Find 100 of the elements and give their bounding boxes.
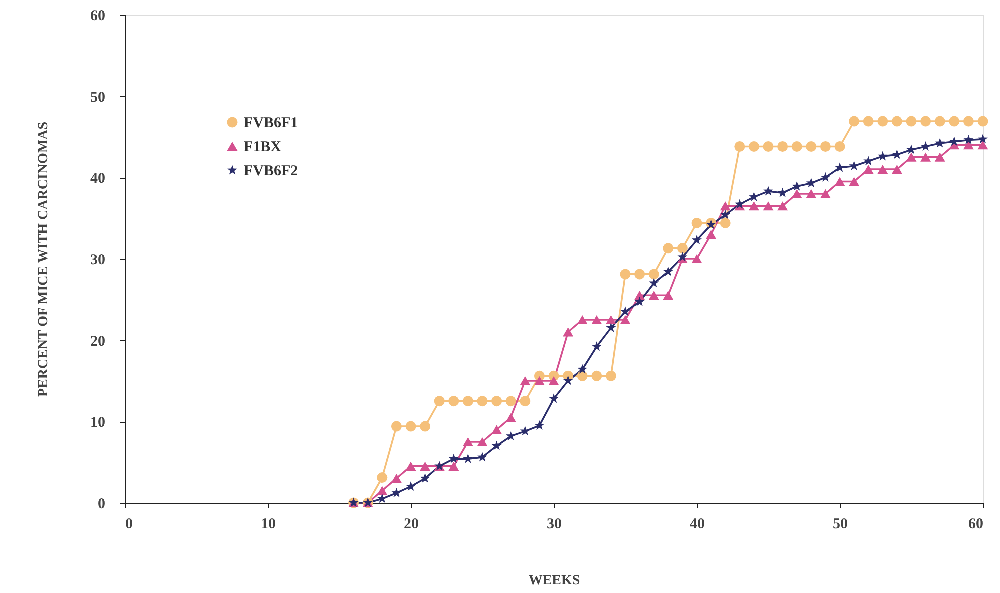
point bbox=[778, 188, 788, 198]
point bbox=[549, 394, 559, 404]
point bbox=[663, 291, 674, 300]
point bbox=[492, 440, 502, 450]
point bbox=[778, 202, 788, 211]
point bbox=[420, 462, 431, 471]
point bbox=[806, 142, 817, 152]
point bbox=[492, 425, 502, 434]
point bbox=[892, 116, 902, 127]
x-tick-label: 20 bbox=[404, 516, 419, 532]
point bbox=[463, 454, 474, 464]
point bbox=[648, 269, 660, 280]
point bbox=[663, 266, 674, 276]
x-tick-label: 30 bbox=[547, 516, 562, 532]
legend-label: F1BX bbox=[244, 140, 282, 156]
point bbox=[577, 315, 588, 325]
point bbox=[391, 474, 402, 484]
point bbox=[934, 152, 946, 162]
point bbox=[420, 421, 431, 432]
point bbox=[706, 230, 717, 240]
point bbox=[949, 116, 960, 127]
point bbox=[778, 142, 788, 152]
y-tick-label: 10 bbox=[90, 415, 106, 432]
point bbox=[620, 315, 631, 325]
point bbox=[849, 177, 860, 186]
point bbox=[920, 152, 932, 162]
point bbox=[548, 376, 560, 386]
point bbox=[634, 291, 646, 300]
point bbox=[391, 421, 402, 432]
y-tick-label: 50 bbox=[90, 90, 106, 106]
point bbox=[477, 396, 488, 407]
point bbox=[792, 181, 802, 191]
point bbox=[863, 164, 874, 174]
point bbox=[563, 328, 574, 337]
point bbox=[620, 306, 630, 316]
point bbox=[720, 210, 731, 220]
point bbox=[492, 396, 502, 407]
x-tick-label: 50 bbox=[833, 516, 848, 532]
point bbox=[878, 151, 888, 161]
point bbox=[792, 189, 802, 198]
point bbox=[878, 164, 888, 174]
x-tick-label: 10 bbox=[261, 516, 276, 532]
point bbox=[720, 202, 731, 211]
point bbox=[506, 413, 516, 422]
x-tick-label: 60 bbox=[968, 516, 984, 532]
point bbox=[606, 315, 616, 325]
point bbox=[534, 376, 545, 386]
point bbox=[677, 243, 688, 254]
x-axis-title: WEEKS bbox=[528, 574, 580, 588]
point bbox=[377, 494, 388, 504]
point bbox=[420, 473, 430, 483]
point bbox=[448, 454, 459, 464]
point bbox=[978, 116, 988, 127]
point bbox=[520, 426, 530, 436]
point bbox=[934, 116, 946, 127]
point bbox=[734, 142, 746, 152]
point bbox=[806, 189, 817, 198]
y-axis-title: PERCENT OF MICE WITH CARCINOMAS bbox=[36, 122, 52, 398]
y-tick-label: 30 bbox=[90, 252, 106, 268]
point bbox=[478, 452, 488, 462]
point bbox=[648, 291, 660, 300]
point bbox=[406, 481, 416, 491]
point bbox=[692, 235, 702, 245]
point bbox=[748, 142, 760, 152]
point bbox=[749, 192, 760, 202]
point bbox=[906, 144, 916, 154]
point bbox=[634, 296, 645, 306]
x-tick-label: 0 bbox=[126, 516, 133, 532]
x-tick-label: 40 bbox=[690, 516, 705, 532]
legend-label: FVB6F2 bbox=[244, 164, 298, 180]
point bbox=[763, 202, 774, 211]
point bbox=[663, 243, 674, 254]
point bbox=[920, 116, 932, 127]
point bbox=[820, 172, 831, 182]
point bbox=[620, 269, 631, 280]
point bbox=[863, 116, 874, 127]
point bbox=[434, 396, 445, 407]
point bbox=[592, 370, 602, 382]
point bbox=[577, 370, 588, 382]
point bbox=[734, 199, 745, 209]
point bbox=[606, 322, 616, 332]
point bbox=[806, 178, 816, 188]
point bbox=[692, 254, 702, 264]
point bbox=[462, 396, 474, 407]
point bbox=[834, 177, 846, 186]
point bbox=[377, 472, 388, 484]
point bbox=[820, 189, 831, 198]
point bbox=[820, 142, 831, 152]
point bbox=[606, 370, 616, 382]
point bbox=[649, 278, 660, 288]
y-tick-label: 20 bbox=[90, 334, 106, 350]
legend-label: FVB6F1 bbox=[244, 116, 298, 132]
point bbox=[448, 396, 460, 407]
point bbox=[835, 162, 845, 172]
y-tick-label: 60 bbox=[90, 8, 106, 24]
point bbox=[792, 142, 802, 152]
point bbox=[506, 396, 516, 407]
point bbox=[949, 136, 960, 146]
point bbox=[406, 421, 416, 432]
point bbox=[978, 134, 988, 144]
